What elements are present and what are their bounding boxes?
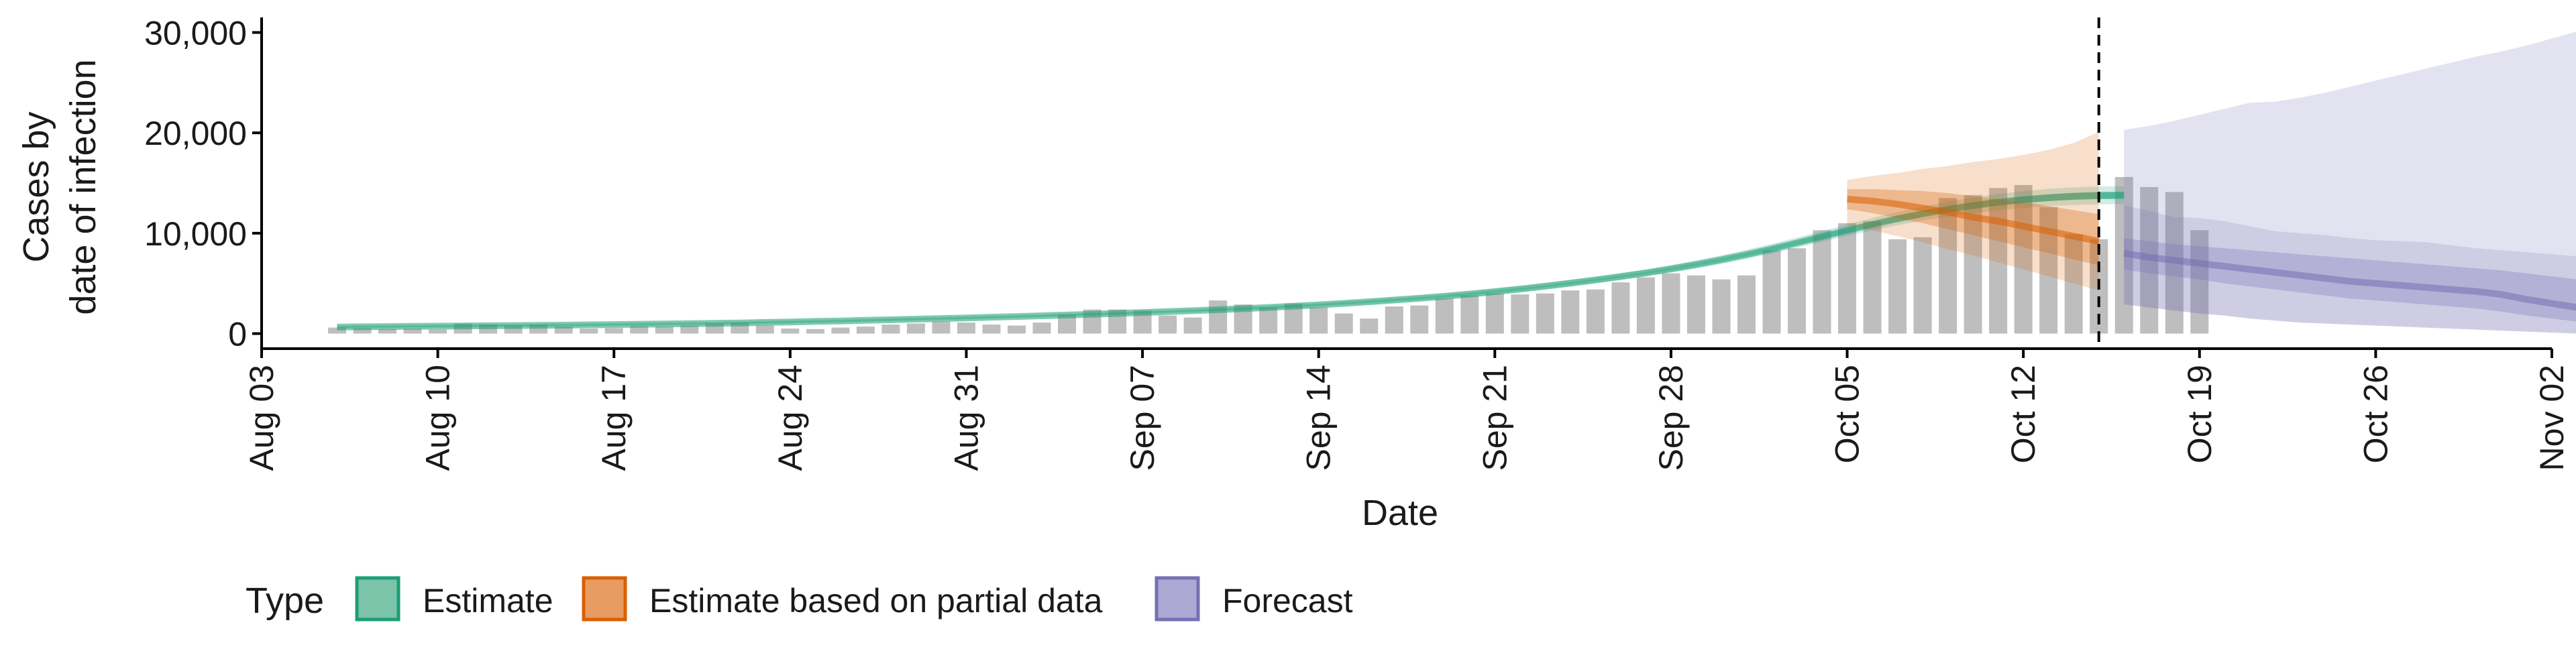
legend-items: Estimate Estimate based on partial data Fo… [357,578,1353,620]
observed-case-bar [1838,223,1856,334]
observed-case-bar [429,330,447,334]
y-axis-ticks: 0 10,000 20,000 30,000 [144,14,262,353]
observed-case-bar [1737,276,1756,334]
observed-case-bar [1360,318,1378,333]
observed-case-bar [781,329,799,333]
observed-case-bar [1184,318,1202,334]
x-tick-label: Aug 03 [243,365,280,471]
observed-case-bar [881,325,900,333]
x-tick-label: Aug 10 [419,365,457,471]
x-tick-label: Oct 19 [2181,365,2218,463]
observed-case-bar [1385,306,1403,333]
y-tick-label: 20,000 [144,115,247,152]
observed-case-bar [655,327,674,333]
x-tick-label: Sep 21 [1476,365,1513,471]
legend-swatch [584,578,625,620]
x-tick-label: Oct 05 [1829,365,1866,463]
observed-case-bar [1864,221,1882,334]
x-tick-label: Sep 14 [1300,365,1338,471]
x-tick-label: Aug 24 [771,365,809,471]
x-tick-label: Sep 07 [1124,365,1161,471]
observed-case-bar [1813,230,1831,333]
x-tick-label: Oct 26 [2357,365,2394,463]
observed-case-bar [1587,290,1605,334]
x-tick-label: Nov 02 [2533,365,2571,471]
estimate-bands [337,32,2576,334]
x-axis-label: Date [1362,493,1438,533]
y-tick-label: 0 [228,316,247,353]
legend-label: Forecast [1222,582,1353,620]
observed-case-bar [1486,294,1504,334]
observed-case-bar [907,324,925,334]
observed-case-bar [1511,294,1529,333]
observed-case-bar [1259,308,1277,334]
legend-swatch [357,578,398,620]
observed-case-bar [1436,298,1454,333]
x-axis-ticks: Aug 03 Aug 10 Aug 17 Aug 24 Aug 31 Sep 07 Sep … [243,349,2571,471]
y-tick-label: 10,000 [144,215,247,253]
legend-label: Estimate based on partial data [649,582,1103,620]
observed-case-bar [605,328,623,333]
x-tick-label: Aug 17 [595,365,633,471]
x-tick-label: Oct 12 [2004,365,2042,463]
observed-case-bar [806,329,824,334]
observed-case-bar [1309,308,1328,334]
observed-case-bar [1410,306,1428,334]
observed-case-bar [857,327,875,333]
observed-case-bar [1687,276,1705,334]
observed-case-bar [1159,316,1177,334]
observed-case-bar [1762,250,1780,333]
y-axis-label-line-2: date of infection [63,59,103,314]
observed-case-bar [1662,274,1680,334]
observed-case-bar [1788,248,1806,333]
observed-case-bar [1033,322,1051,333]
observed-case-bar [1460,296,1479,334]
observed-case-bar [831,328,849,334]
observed-case-bar [1888,239,1907,334]
observed-case-bar [1914,237,1932,334]
observed-case-bar [1712,280,1730,334]
observed-case-bar [982,325,1000,333]
observed-case-bar [1637,278,1655,334]
x-tick-label: Aug 31 [947,365,985,471]
observed-case-bar [1335,314,1353,334]
observed-case-bar [1536,294,1554,334]
y-axis-label-line-1: Cases by [16,111,56,262]
observed-case-bar [756,326,774,334]
observed-case-bar [1561,290,1579,333]
legend-label: Estimate [423,582,553,620]
y-tick-label: 30,000 [144,14,247,52]
observed-case-bar [580,329,598,333]
legend: Type Estimate Estimate based on partial d… [246,578,1353,621]
observed-case-bar [957,322,975,333]
observed-case-bar [1611,282,1629,333]
observed-case-bar [932,322,950,334]
legend-swatch [1157,578,1198,620]
observed-case-bar [1209,300,1227,333]
legend-title: Type [246,581,324,621]
x-tick-label: Sep 28 [1652,365,1690,471]
observed-case-bar [1008,326,1026,334]
